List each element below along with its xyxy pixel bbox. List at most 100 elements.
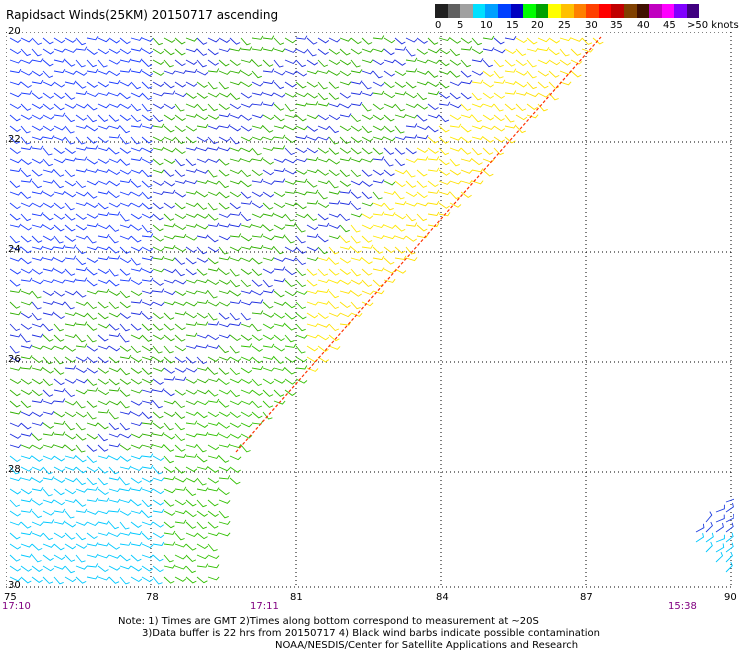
wind-barb [185, 103, 198, 109]
wind-barb [449, 191, 460, 200]
wind-barb [273, 400, 286, 405]
wind-barb [196, 455, 208, 463]
wind-barb [317, 345, 329, 353]
wind-barb [9, 191, 22, 196]
wind-barb [251, 178, 264, 183]
wind-barb [207, 321, 220, 326]
wind-barb [372, 90, 385, 95]
wind-barb [295, 92, 308, 98]
wind-barb [350, 202, 362, 211]
wind-barb [163, 400, 176, 405]
wind-barb [273, 37, 285, 46]
wind-barb [449, 114, 462, 121]
wind-barb [141, 169, 152, 178]
wind-barb [361, 235, 373, 243]
wind-barb [64, 466, 77, 471]
wind-barb [251, 244, 264, 250]
wind-barb [42, 334, 54, 342]
wind-barb [350, 48, 363, 55]
wind-barb [460, 136, 472, 144]
wind-barb [449, 123, 462, 128]
wind-barb [108, 476, 121, 481]
wind-barb [284, 268, 296, 276]
wind-barb [185, 268, 197, 276]
wind-barb [218, 290, 231, 295]
wind-barb [273, 103, 285, 111]
wind-barb [350, 125, 362, 132]
wind-barb [185, 378, 198, 384]
wind-barb [64, 202, 75, 211]
wind-barb [284, 113, 297, 118]
wind-barb [372, 235, 385, 240]
wind-barb [361, 147, 373, 155]
wind-barb [394, 268, 407, 274]
wind-barb [174, 345, 187, 352]
wind-barb [53, 554, 66, 561]
wind-barb [174, 268, 185, 277]
wind-barb [163, 268, 176, 274]
wind-barb [31, 180, 42, 189]
wind-barb [185, 125, 198, 132]
wind-barb [119, 147, 131, 154]
wind-barb [471, 114, 482, 123]
lat-label-20: 20 [8, 26, 21, 37]
wind-barb [31, 477, 44, 483]
wind-barb [174, 37, 186, 45]
wind-barb [240, 125, 252, 132]
wind-barb [152, 378, 164, 385]
wind-barb [383, 37, 396, 44]
wind-barb [284, 323, 296, 331]
wind-barb [295, 169, 308, 175]
wind-barb [141, 565, 154, 572]
wind-barb [31, 487, 44, 492]
wind-barb [361, 37, 373, 45]
wind-barb [108, 211, 121, 216]
wind-barb [515, 114, 528, 121]
wind-barb [97, 136, 109, 144]
wind-barb [20, 37, 33, 43]
wind-barb [75, 477, 86, 486]
wind-barb [361, 114, 374, 120]
wind-barb [31, 444, 44, 450]
wind-barb [119, 334, 130, 343]
wind-barb [64, 510, 75, 519]
wind-barb [207, 576, 220, 581]
wind-barb [196, 466, 209, 470]
wind-barb [207, 191, 220, 197]
wind-barb [119, 323, 130, 332]
wind-barb [141, 420, 154, 425]
wind-barb [526, 70, 537, 79]
wind-barb [86, 542, 99, 547]
wind-barb [97, 279, 110, 284]
wind-barb [306, 101, 319, 106]
wind-barb [141, 356, 154, 361]
wind-barb [174, 519, 187, 524]
wind-barb [295, 158, 308, 163]
wind-barb [64, 422, 75, 431]
wind-barb [262, 191, 275, 198]
wind-barb [240, 334, 252, 341]
wind-barb [174, 158, 185, 167]
wind-barb [75, 290, 87, 298]
wind-barb [196, 268, 208, 276]
wind-barb [86, 400, 98, 408]
wind-barb [174, 92, 187, 98]
wind-barb [317, 257, 330, 262]
wind-barb [152, 268, 165, 273]
wind-barb [64, 312, 77, 317]
wind-barb [262, 35, 275, 40]
wind-barb [493, 37, 505, 45]
wind-barb [284, 279, 296, 287]
wind-barb [471, 70, 484, 76]
wind-barb [284, 189, 297, 194]
wind-barb [207, 466, 219, 473]
wind-barb [185, 37, 198, 42]
wind-barb [394, 59, 406, 66]
wind-barb [174, 433, 186, 442]
wind-barb [394, 103, 405, 112]
wind-barb [317, 48, 329, 55]
wind-barb [295, 70, 308, 77]
wind-barb [174, 400, 186, 409]
wind-barb [405, 134, 418, 139]
wind-barb [229, 444, 242, 449]
